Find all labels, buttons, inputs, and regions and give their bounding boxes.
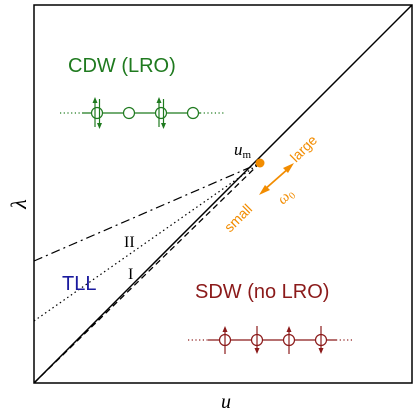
omega-label: ω0 bbox=[275, 185, 299, 209]
cdw-phase-label: CDW (LRO) bbox=[68, 55, 176, 77]
dashdot-line-ii bbox=[33, 162, 261, 262]
critical-point-label: um bbox=[234, 140, 252, 161]
line-i-label: I bbox=[128, 266, 133, 283]
plot-frame bbox=[33, 4, 413, 384]
dotted-line-i bbox=[33, 162, 261, 322]
line-ii-label: II bbox=[124, 234, 135, 251]
omega-arrow bbox=[259, 163, 294, 195]
diagonal-boundary-line bbox=[33, 4, 413, 384]
x-axis-label: u bbox=[221, 391, 231, 413]
y-axis-label: λ bbox=[6, 199, 31, 210]
sdw-phase-label: SDW (no LRO) bbox=[195, 281, 329, 303]
tll-phase-label: TLL bbox=[62, 273, 96, 295]
cdw-lattice-icon bbox=[60, 97, 224, 129]
dashed-line bbox=[33, 162, 261, 384]
omega-small-label: small bbox=[221, 201, 255, 235]
sdw-lattice-icon bbox=[188, 326, 354, 354]
arrowhead-small-icon bbox=[259, 185, 270, 195]
omega-large-label: large bbox=[287, 132, 320, 165]
arrowhead-large-icon bbox=[283, 163, 294, 173]
critical-point-marker bbox=[255, 158, 265, 168]
